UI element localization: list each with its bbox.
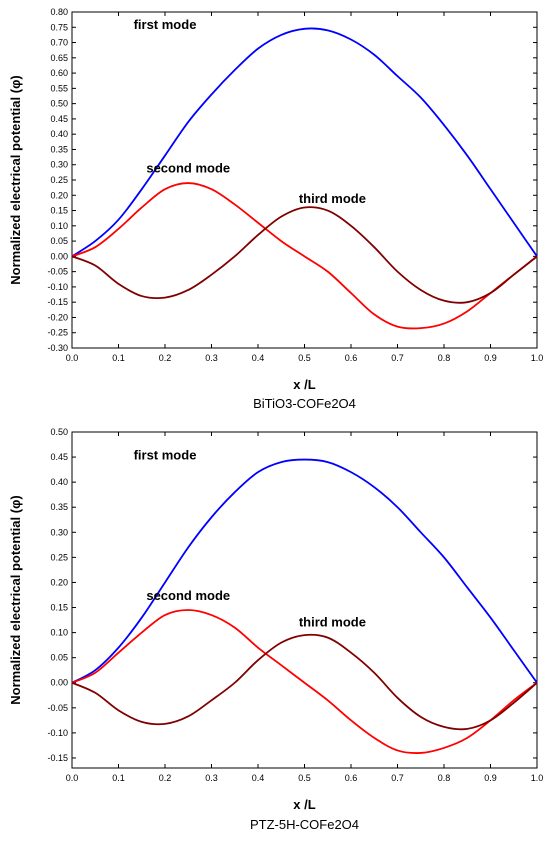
x-tick-label: 0.1 (112, 353, 125, 363)
series-annotation: third mode (299, 191, 366, 206)
y-tick-label: 0.25 (50, 552, 68, 562)
y-tick-label: 0.15 (50, 206, 68, 216)
x-tick-label: 0.5 (298, 353, 311, 363)
y-tick-label: 0.50 (50, 427, 68, 437)
x-tick-label: 0.5 (298, 773, 311, 783)
x-tick-label: 0.0 (66, 773, 79, 783)
y-axis-label: Normalized electrical potential (φ) (8, 495, 23, 704)
y-tick-label: -0.05 (47, 267, 68, 277)
x-tick-label: 0.2 (159, 353, 172, 363)
x-tick-label: 0.0 (66, 353, 79, 363)
x-tick-label: 1.0 (531, 353, 544, 363)
x-tick-label: 0.4 (252, 353, 265, 363)
series-annotation: second mode (146, 588, 230, 603)
y-tick-label: 0.45 (50, 452, 68, 462)
series-annotation: first mode (134, 448, 197, 463)
x-tick-label: 0.3 (205, 353, 218, 363)
y-tick-label: -0.20 (47, 312, 68, 322)
x-tick-label: 1.0 (531, 773, 544, 783)
y-tick-label: -0.10 (47, 728, 68, 738)
y-tick-label: 0.10 (50, 628, 68, 638)
series-line-2 (71, 609, 538, 754)
series-annotation: third mode (299, 615, 366, 630)
x-tick-label: 0.1 (112, 773, 125, 783)
y-tick-label: -0.05 (47, 703, 68, 713)
y-tick-label: 0.70 (50, 38, 68, 48)
y-tick-label: 0.45 (50, 114, 68, 124)
x-tick-label: 0.8 (438, 773, 451, 783)
series-line-3 (71, 206, 538, 304)
x-tick-label: 0.8 (438, 353, 451, 363)
series-line-1 (71, 458, 538, 684)
y-tick-label: 0.60 (50, 68, 68, 78)
x-tick-label: 0.6 (345, 773, 358, 783)
y-tick-label: 0.05 (50, 653, 68, 663)
y-tick-label: 0.80 (50, 7, 68, 17)
y-tick-label: 0.30 (50, 160, 68, 170)
x-tick-label: 0.7 (391, 353, 404, 363)
y-tick-label: 0.05 (50, 236, 68, 246)
series-annotation: second mode (146, 160, 230, 175)
plot-frame (71, 11, 538, 349)
y-tick-label: 0.10 (50, 221, 68, 231)
y-tick-label: 0.40 (50, 477, 68, 487)
y-tick-label: 0.65 (50, 53, 68, 63)
chart-caption: PTZ-5H-COFe2O4 (250, 817, 359, 832)
y-tick-label: 0.50 (50, 99, 68, 109)
y-tick-label: 0.15 (50, 603, 68, 613)
series-line-2 (71, 182, 538, 330)
y-tick-label: 0.30 (50, 527, 68, 537)
y-tick-label: -0.25 (47, 328, 68, 338)
series-annotation: first mode (134, 17, 197, 32)
y-tick-label: 0.35 (50, 502, 68, 512)
plot-frame (71, 431, 538, 769)
chart-caption: BiTiO3-COFe2O4 (253, 396, 356, 411)
y-tick-label: 0.20 (50, 190, 68, 200)
y-tick-label: 0.55 (50, 83, 68, 93)
x-tick-label: 0.7 (391, 773, 404, 783)
y-axis-label: Normalized electrical potential (φ) (8, 75, 23, 284)
y-tick-label: 0.25 (50, 175, 68, 185)
y-tick-label: 0.00 (50, 251, 68, 261)
y-tick-label: -0.15 (47, 753, 68, 763)
x-tick-label: 0.9 (484, 353, 497, 363)
y-tick-label: 0.00 (50, 678, 68, 688)
y-tick-label: -0.15 (47, 297, 68, 307)
x-axis-label: x /L (293, 377, 315, 392)
x-tick-label: 0.4 (252, 773, 265, 783)
x-tick-label: 0.3 (205, 773, 218, 783)
y-tick-label: 0.35 (50, 144, 68, 154)
x-tick-label: 0.6 (345, 353, 358, 363)
y-tick-label: 0.20 (50, 577, 68, 587)
x-tick-label: 0.9 (484, 773, 497, 783)
x-axis-label: x /L (293, 797, 315, 812)
series-line-1 (71, 27, 538, 258)
y-tick-label: 0.40 (50, 129, 68, 139)
series-line-3 (71, 633, 538, 731)
y-tick-label: 0.75 (50, 22, 68, 32)
y-tick-label: -0.30 (47, 343, 68, 353)
x-tick-label: 0.2 (159, 773, 172, 783)
y-tick-label: -0.10 (47, 282, 68, 292)
